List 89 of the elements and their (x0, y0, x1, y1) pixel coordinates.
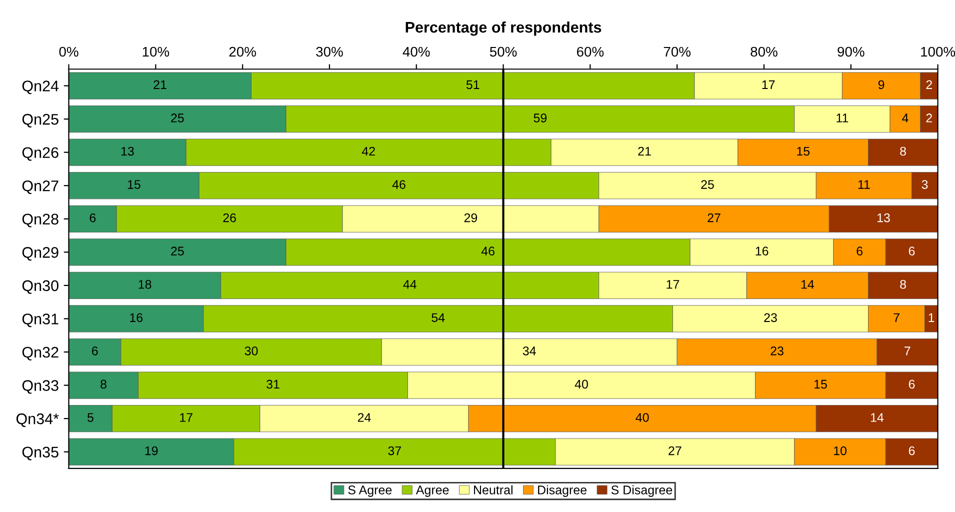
data-label: 25 (701, 180, 714, 189)
y-tick-label: Qn29 (22, 247, 58, 261)
x-tick-label: 10% (142, 46, 170, 57)
data-label: 6 (856, 246, 863, 256)
data-label: 5 (88, 413, 94, 422)
y-tick-label: Qn32 (22, 346, 58, 360)
data-label: 11 (836, 114, 848, 122)
data-label: 19 (145, 446, 158, 456)
data-label: 1 (928, 313, 934, 322)
x-tick-label: 40% (402, 46, 430, 57)
x-tick-label: 80% (750, 46, 778, 57)
data-label: 16 (756, 246, 768, 256)
y-tick-label: Qn24 (22, 80, 59, 94)
data-label: 23 (770, 346, 784, 356)
data-label: 30 (244, 346, 258, 356)
y-tick-label: Qn26 (22, 147, 58, 161)
data-label: 14 (870, 413, 884, 422)
data-label: 27 (708, 213, 720, 222)
x-tick-label: 70% (664, 46, 690, 57)
data-label: 8 (900, 280, 906, 289)
data-label: 13 (877, 213, 890, 222)
data-label: 2 (926, 114, 932, 122)
data-label: 6 (908, 246, 915, 256)
y-tick-label: Qn25 (22, 114, 58, 128)
legend-label: Agree (416, 486, 449, 497)
data-label: 51 (466, 80, 480, 90)
data-label: 21 (638, 146, 651, 156)
data-label: 13 (121, 146, 134, 156)
legend-label: S Disagree (611, 485, 672, 497)
data-label: 8 (900, 146, 906, 156)
y-tick-label: Qn33 (22, 380, 58, 394)
data-label: 2 (926, 80, 932, 89)
data-label: 25 (171, 246, 184, 256)
data-label: 37 (388, 446, 401, 456)
data-label: 27 (668, 446, 682, 456)
x-tick-label: 100% (921, 46, 955, 57)
legend-label: S Agree (348, 486, 392, 497)
y-tick-label: Qn27 (22, 180, 58, 194)
data-label: 11 (858, 180, 870, 189)
data-label: 31 (266, 380, 280, 389)
data-label: 34 (522, 346, 536, 356)
data-label: 23 (764, 313, 777, 322)
data-label: 29 (464, 213, 478, 222)
data-label: 54 (432, 313, 445, 322)
data-label: 46 (392, 180, 406, 189)
data-label: 6 (908, 446, 915, 456)
legend-label: Disagree (538, 485, 587, 497)
data-label: 7 (904, 346, 910, 356)
data-label: 9 (878, 80, 884, 90)
x-tick-label: 50% (490, 46, 517, 57)
data-label: 10 (834, 446, 847, 456)
data-label: 3 (922, 180, 928, 189)
data-label: 6 (92, 346, 98, 356)
y-tick-label: Qn35 (22, 446, 58, 460)
data-label: 42 (362, 146, 375, 156)
data-label: 26 (223, 213, 236, 222)
x-axis-title: Percentage of respondents (406, 21, 602, 36)
x-tick-label: 0% (59, 46, 78, 57)
data-label: 17 (180, 413, 192, 422)
y-tick-label: Qn30 (22, 280, 58, 294)
data-label: 44 (403, 280, 416, 289)
data-label: 21 (154, 80, 166, 89)
x-tick-label: 30% (316, 46, 343, 57)
data-label: 59 (534, 114, 547, 122)
data-label: 14 (801, 280, 814, 289)
x-tick-label: 60% (576, 46, 604, 57)
data-label: 7 (894, 313, 900, 322)
data-label: 40 (636, 413, 649, 422)
data-label: 4 (902, 114, 908, 122)
data-label: 17 (666, 280, 680, 289)
data-label: 15 (814, 380, 827, 389)
data-label: 17 (762, 80, 775, 89)
y-tick-label: Qn31 (22, 314, 58, 328)
data-label: 16 (130, 313, 143, 322)
data-label: 40 (574, 380, 588, 389)
legend-label: Neutral (474, 485, 512, 494)
x-tick-label: 90% (838, 46, 864, 57)
y-tick-label: Qn34* (16, 413, 59, 427)
data-label: 8 (100, 380, 106, 389)
data-label: 25 (171, 114, 184, 122)
data-label: 15 (128, 180, 140, 189)
x-tick-label: 20% (229, 46, 256, 57)
data-label: 24 (358, 413, 371, 422)
data-label: 18 (138, 280, 152, 289)
data-label: 6 (90, 213, 96, 222)
y-tick-label: Qn28 (22, 214, 58, 228)
data-label: 15 (797, 146, 810, 156)
data-label: 46 (481, 246, 494, 256)
data-label: 6 (908, 380, 915, 389)
